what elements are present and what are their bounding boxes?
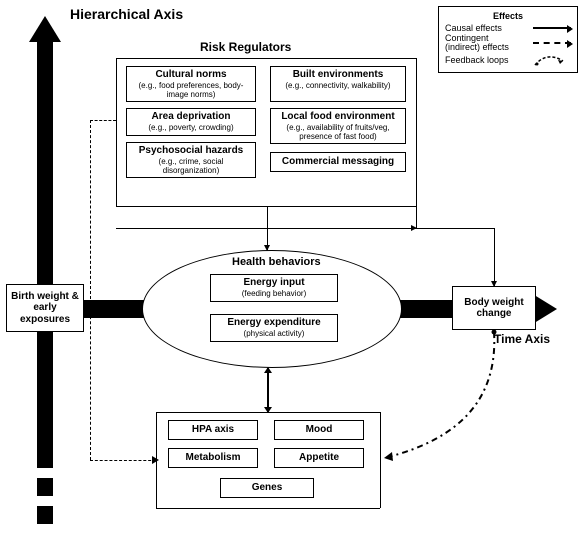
box-energy-input: Energy input (feeding behavior) (210, 274, 338, 302)
box-birth-weight: Birth weight & early exposures (6, 284, 84, 332)
arrow-riskreg-to-bodyweight (494, 228, 495, 286)
box-subtitle: (e.g., connectivity, walkability) (275, 81, 401, 90)
legend-label: Feedback loops (445, 55, 515, 65)
panel-bottom (116, 206, 416, 207)
box-title: Energy input (215, 277, 333, 289)
box-commercial: Commercial messaging (270, 152, 406, 172)
box-subtitle: (e.g., crime, social disorganization) (131, 157, 251, 175)
box-area-deprivation: Area deprivation (e.g., poverty, crowdin… (126, 108, 256, 136)
box-title: Metabolism (173, 452, 253, 464)
box-title: Commercial messaging (275, 156, 401, 168)
hierarchical-axis-label: Hierarchical Axis (70, 6, 183, 22)
box-title: Birth weight & early exposures (11, 291, 79, 326)
panel-left (116, 58, 117, 206)
box-subtitle: (physical activity) (215, 329, 333, 338)
box-title: Psychosocial hazards (131, 145, 251, 157)
panel-right (416, 58, 417, 206)
box-title: Genes (225, 482, 309, 494)
box-built-environments: Built environments (e.g., connectivity, … (270, 66, 406, 102)
box-title: Built environments (275, 69, 401, 81)
box-energy-expenditure: Energy expenditure (physical activity) (210, 314, 338, 342)
box-body-weight: Body weight change (452, 286, 536, 330)
box-genes: Genes (220, 478, 314, 498)
risk-regulators-heading: Risk Regulators (200, 40, 291, 54)
box-subtitle: (e.g., availability of fruits/veg, prese… (275, 123, 401, 141)
legend-label: Contingent (indirect) effects (445, 34, 515, 52)
box-title: Energy expenditure (215, 317, 333, 329)
box-subtitle: (e.g., poverty, crowding) (131, 123, 251, 132)
bottom-panel-right (380, 412, 381, 508)
legend-row-causal: Causal effects (445, 23, 571, 33)
arrow-riskreg-right-h (416, 228, 494, 229)
box-cultural-norms: Cultural norms (e.g., food preferences, … (126, 66, 256, 102)
box-title: Local food environment (275, 111, 401, 123)
box-subtitle: (e.g., food preferences, body-image norm… (131, 81, 251, 99)
panel-top (116, 58, 416, 59)
arrow-behaviors-bottom-double (267, 368, 269, 412)
contingent-left-v (90, 120, 91, 460)
box-subtitle: (feeding behavior) (215, 289, 333, 298)
vertical-arrow-dash-2 (37, 506, 53, 524)
box-title: Cultural norms (131, 69, 251, 81)
box-title: Appetite (279, 452, 359, 464)
box-metabolism: Metabolism (168, 448, 258, 468)
vertical-arrow-dash-1 (37, 478, 53, 496)
legend-label: Causal effects (445, 23, 515, 33)
box-appetite: Appetite (274, 448, 364, 468)
legend-arrow-dashed (533, 42, 571, 44)
vertical-arrow-shaft (37, 40, 53, 468)
legend-arrow-solid (533, 27, 571, 29)
box-local-food: Local food environment (e.g., availabili… (270, 108, 406, 144)
diagram-canvas: Hierarchical Axis Effects Causal effects… (0, 0, 585, 535)
contingent-arrowhead (152, 456, 159, 464)
legend-box: Effects Causal effects Contingent (indir… (438, 6, 578, 73)
box-title: Area deprivation (131, 111, 251, 123)
legend-arrow-feedback (533, 53, 571, 67)
health-behaviors-heading: Health behaviors (232, 256, 321, 268)
riskreg-horizontal-connector (116, 228, 416, 229)
contingent-left-top (90, 120, 116, 121)
legend-row-contingent: Contingent (indirect) effects (445, 34, 571, 52)
bottom-panel-bottom (156, 508, 380, 509)
box-title: Mood (279, 424, 359, 436)
box-title: HPA axis (173, 424, 253, 436)
time-axis-label: Time Axis (494, 332, 550, 346)
box-mood: Mood (274, 420, 364, 440)
box-psychosocial: Psychosocial hazards (e.g., crime, socia… (126, 142, 256, 178)
box-title: Body weight change (457, 297, 531, 320)
legend-header: Effects (445, 11, 571, 21)
legend-row-feedback: Feedback loops (445, 53, 571, 67)
contingent-left-bottom (90, 460, 156, 461)
vertical-arrow-head (29, 16, 61, 42)
box-hpa: HPA axis (168, 420, 258, 440)
